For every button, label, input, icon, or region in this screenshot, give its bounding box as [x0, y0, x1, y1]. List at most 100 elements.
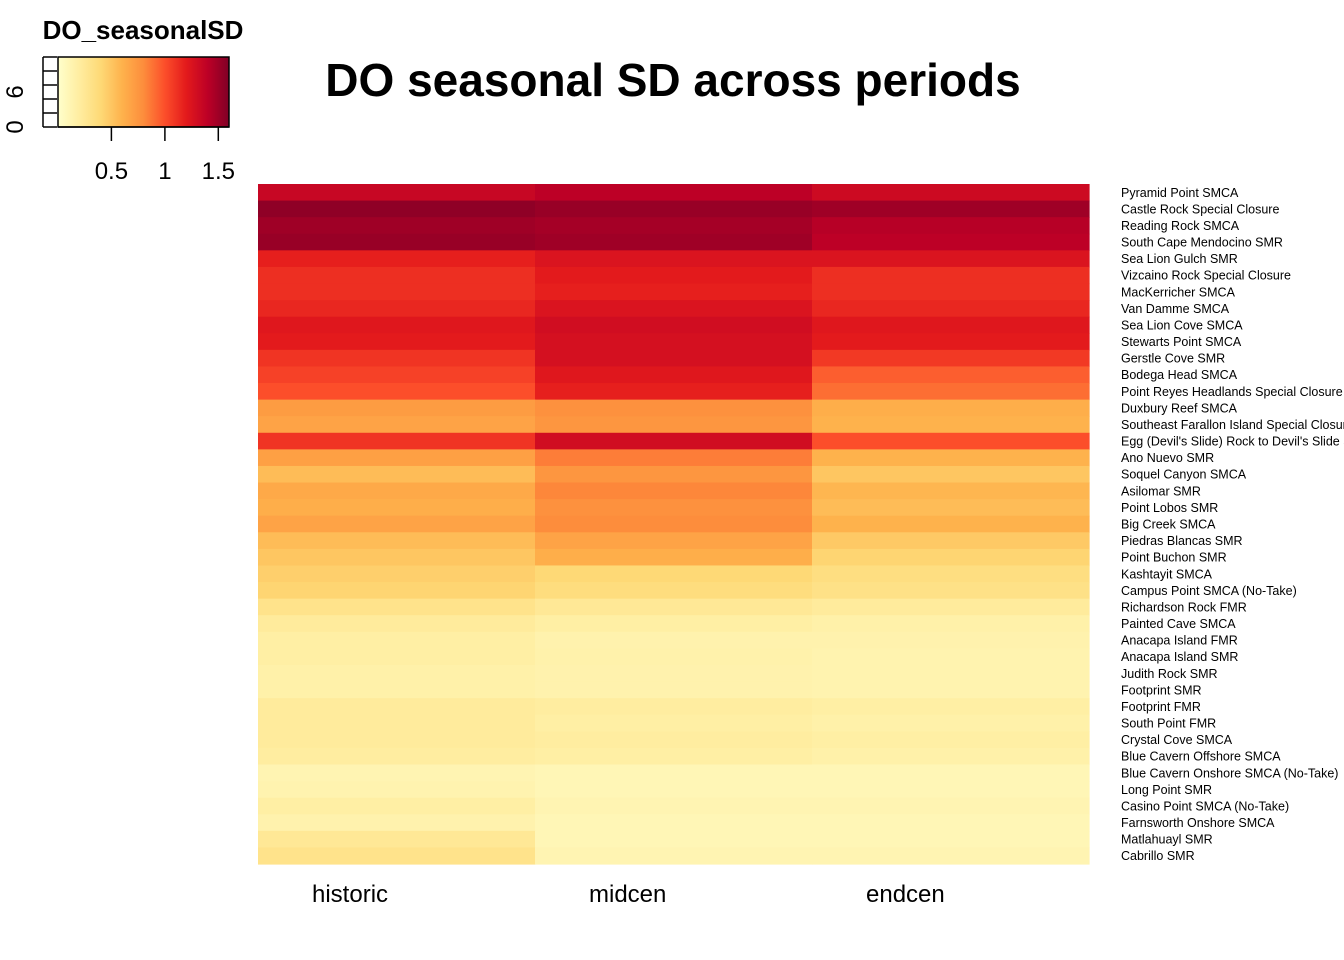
heatmap-cell: [535, 383, 813, 401]
heatmap-cell: [535, 217, 813, 235]
heatmap-cell: [812, 615, 1090, 633]
row-label: Point Reyes Headlands Special Closure: [1121, 385, 1343, 399]
row-label: Anacapa Island FMR: [1121, 634, 1238, 648]
row-label: Vizcaino Rock Special Closure: [1121, 269, 1291, 283]
row-label: Sea Lion Cove SMCA: [1121, 318, 1243, 332]
heatmap-cell: [258, 333, 536, 351]
heatmap-cell: [535, 366, 813, 384]
row-label: Stewarts Point SMCA: [1121, 335, 1242, 349]
heatmap-cell: [535, 664, 813, 683]
heatmap-cell: [812, 847, 1090, 865]
row-label: Sea Lion Gulch SMR: [1121, 252, 1238, 266]
heatmap-cell: [258, 449, 536, 467]
row-label: Gerstle Cove SMR: [1121, 352, 1225, 366]
heatmap-cell: [535, 714, 813, 732]
row-label: Duxbury Reef SMCA: [1121, 401, 1238, 415]
heatmap-cell: [258, 283, 536, 301]
column-label: midcen: [589, 881, 666, 908]
heatmap-cell: [258, 184, 536, 202]
heatmap-cell: [258, 847, 536, 865]
row-label: Big Creek SMCA: [1121, 518, 1216, 532]
heatmap-cell: [535, 316, 813, 334]
heatmap-cell: [812, 681, 1090, 699]
heatmap-cell: [258, 731, 536, 749]
heatmap-cell: [535, 416, 813, 434]
heatmap-cell: [812, 664, 1090, 683]
heatmap-cell: [535, 515, 813, 533]
heatmap-cell: [258, 781, 536, 799]
heatmap-cell: [535, 300, 813, 318]
row-label: South Point FMR: [1121, 717, 1216, 731]
row-label: Anacapa Island SMR: [1121, 650, 1238, 664]
heatmap-cell: [812, 797, 1090, 815]
heatmap-cell: [812, 333, 1090, 351]
heatmap-cell: [258, 582, 536, 600]
legend-title: DO_seasonalSD: [43, 15, 244, 45]
heatmap-cell: [258, 565, 536, 583]
row-label: Castle Rock Special Closure: [1121, 202, 1279, 216]
legend-y-tick-label: 6: [2, 85, 29, 98]
heatmap-cell: [812, 200, 1090, 218]
heatmap-cell: [812, 449, 1090, 467]
heatmap-cell: [535, 814, 813, 832]
heatmap-cell: [258, 399, 536, 417]
heatmap-cell: [535, 548, 813, 567]
heatmap-cell: [258, 266, 536, 285]
heatmap-cell: [535, 349, 813, 368]
row-label: Cabrillo SMR: [1121, 849, 1195, 863]
row-label: Casino Point SMCA (No-Take): [1121, 799, 1289, 813]
heatmap-cell: [258, 631, 536, 649]
heatmap-cells: [258, 184, 1090, 865]
heatmap-cell: [812, 698, 1090, 716]
heatmap-cell: [535, 698, 813, 716]
heatmap-cell: [258, 797, 536, 815]
heatmap-cell: [258, 465, 536, 484]
heatmap-cell: [812, 217, 1090, 235]
heatmap-cell: [812, 814, 1090, 832]
legend-tick-label: 0.5: [95, 158, 128, 185]
heatmap-cell: [812, 349, 1090, 368]
heatmap-cell: [812, 565, 1090, 583]
column-labels: historic midcen endcen: [312, 881, 945, 908]
heatmap-cell: [258, 830, 536, 849]
heatmap-cell: [535, 399, 813, 417]
heatmap-cell: [812, 250, 1090, 268]
row-label: Kashtayit SMCA: [1121, 567, 1213, 581]
heatmap-cell: [258, 664, 536, 683]
row-label: Judith Rock SMR: [1121, 667, 1218, 681]
row-label: Soquel Canyon SMCA: [1121, 468, 1247, 482]
heatmap-cell: [258, 681, 536, 699]
row-label: Pyramid Point SMCA: [1121, 186, 1239, 200]
heatmap-cell: [258, 250, 536, 268]
legend-tick-label: 1: [158, 158, 171, 185]
row-label: Bodega Head SMCA: [1121, 368, 1238, 382]
heatmap-cell: [258, 598, 536, 616]
chart-title: DO seasonal SD across periods: [325, 54, 1020, 106]
heatmap-cell: [535, 449, 813, 467]
heatmap-cell: [535, 615, 813, 633]
row-label: Piedras Blancas SMR: [1121, 534, 1243, 548]
heatmap-cell: [535, 598, 813, 616]
row-label: Matlahuayl SMR: [1121, 833, 1213, 847]
heatmap-cell: [535, 499, 813, 517]
heatmap-cell: [812, 184, 1090, 202]
heatmap-cell: [812, 548, 1090, 567]
heatmap-cell: [535, 250, 813, 268]
heatmap-cell: [258, 548, 536, 567]
heatmap-cell: [535, 184, 813, 202]
heatmap-cell: [535, 747, 813, 766]
heatmap-cell: [812, 266, 1090, 285]
heatmap-cell: [258, 747, 536, 766]
row-label: Blue Cavern Offshore SMCA: [1121, 750, 1281, 764]
heatmap-cell: [535, 200, 813, 218]
heatmap-cell: [812, 781, 1090, 799]
heatmap-cell: [812, 283, 1090, 301]
color-legend: 0.5 1 1.5 0 6: [2, 56, 235, 185]
legend-color-bar: [57, 56, 230, 128]
heatmap-cell: [535, 797, 813, 815]
heatmap-cell: [258, 532, 536, 550]
heatmap-cell: [812, 383, 1090, 401]
row-label: Van Damme SMCA: [1121, 302, 1230, 316]
column-label: historic: [312, 881, 388, 908]
